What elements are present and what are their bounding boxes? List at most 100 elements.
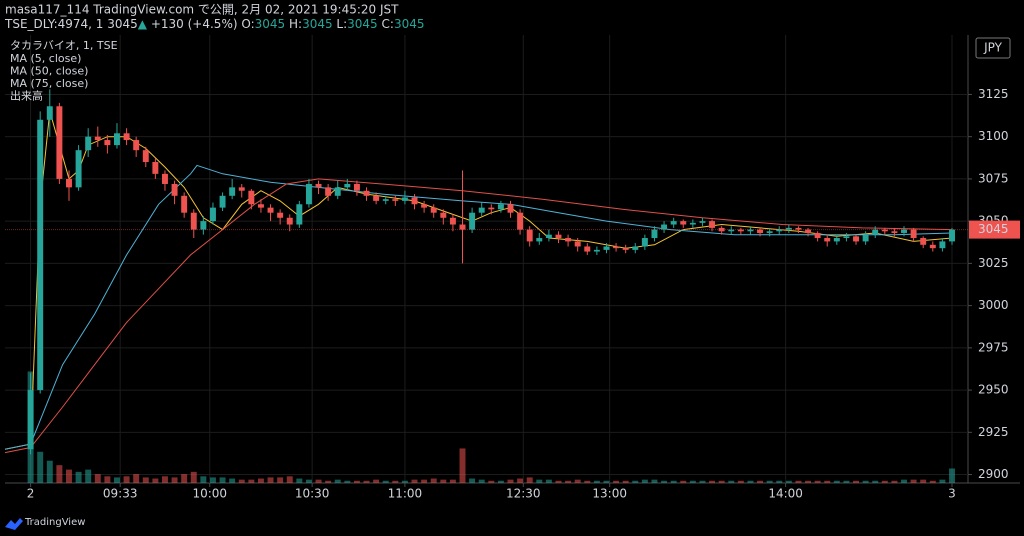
volume-bar <box>881 480 888 483</box>
volume-bar <box>718 480 725 483</box>
legend-entry: 出来高 <box>10 89 43 103</box>
volume-bar <box>200 476 207 483</box>
volume-bar <box>699 480 706 483</box>
candle-body <box>776 229 783 232</box>
candle-body <box>123 133 130 141</box>
candle-body <box>632 246 639 250</box>
currency-box[interactable] <box>975 37 1011 59</box>
volume-bar <box>219 477 226 483</box>
legend-entry: MA (50, close) <box>10 65 88 78</box>
candle-body <box>459 224 466 230</box>
volume-bar <box>421 479 428 483</box>
candle-body <box>728 229 735 232</box>
candle-body <box>872 229 879 235</box>
volume-bar <box>459 448 466 483</box>
volume-bar <box>209 477 216 483</box>
header-line1: masa117_114 TradingView.com で公開, 2月 02, … <box>5 3 399 17</box>
volume-bar <box>497 480 504 483</box>
volume-bar <box>114 477 120 483</box>
volume-bar <box>517 478 524 483</box>
candle-body <box>94 136 101 141</box>
candle-body <box>881 229 888 232</box>
volume-bar <box>910 479 917 483</box>
candle-body <box>334 187 341 196</box>
volume-bar <box>555 480 562 483</box>
header-segment: C: <box>378 17 394 31</box>
candle-body <box>363 190 370 196</box>
volume-bar <box>75 471 82 483</box>
volume-bar <box>190 471 197 483</box>
candle-body <box>181 195 188 213</box>
volume-bar <box>440 479 447 483</box>
legend-title: タカラバイオ, 1, TSE <box>10 39 118 52</box>
candle-body <box>267 207 274 213</box>
candle-body <box>209 207 216 222</box>
ma-line <box>4 111 953 450</box>
candle-body <box>373 195 380 201</box>
volume-bar <box>728 480 735 483</box>
volume-bar <box>229 478 236 483</box>
y-tick-label: 2975 <box>978 340 1009 354</box>
candle-body <box>133 140 140 151</box>
volume-bar <box>133 474 140 483</box>
candle-body <box>344 183 351 188</box>
candle-body <box>699 221 706 223</box>
y-tick-label: 2900 <box>978 467 1009 481</box>
volume-bar <box>286 476 293 483</box>
candle-body <box>27 390 34 450</box>
volume-bar <box>401 480 408 483</box>
x-tick-label: 10:00 <box>192 487 227 501</box>
candle-body <box>430 207 437 213</box>
volume-bar <box>305 479 312 483</box>
candle-body <box>353 183 360 191</box>
volume-bar <box>737 480 744 483</box>
candle-body <box>37 119 44 391</box>
volume-bar <box>507 479 514 483</box>
volume-bar <box>814 480 821 483</box>
candle-body <box>411 197 418 205</box>
candle-body <box>277 212 284 218</box>
candle-body <box>257 204 264 208</box>
volume-bar <box>545 479 552 483</box>
volume-bar <box>353 480 360 483</box>
candle-body <box>737 229 744 232</box>
candle-body <box>622 248 629 250</box>
volume-bar <box>363 480 370 483</box>
last-price-box <box>969 220 1020 239</box>
volume-bar <box>785 480 792 483</box>
candle-body <box>229 187 236 196</box>
candle-body <box>920 238 927 245</box>
candle-body <box>478 207 485 213</box>
volume-bar <box>56 465 63 483</box>
candle-body <box>190 212 197 230</box>
candle-body <box>440 212 447 218</box>
volume-bar <box>862 480 869 483</box>
candle-body <box>517 212 524 230</box>
candle-body <box>507 204 514 213</box>
candle-body <box>680 221 687 225</box>
volume-bar <box>680 480 687 483</box>
header-segment: TSE_DLY:4974, 1 3045 <box>4 17 138 31</box>
volume-bar <box>94 474 101 483</box>
candle-body <box>325 187 332 196</box>
volume-bar <box>670 480 677 483</box>
volume-bar <box>85 469 92 483</box>
volume-bar <box>478 479 485 483</box>
candle-body <box>66 178 72 188</box>
volume-bar <box>853 480 859 483</box>
header-segment: ▲ <box>138 17 148 31</box>
candle-body <box>56 106 63 179</box>
candle-body <box>305 183 312 205</box>
volume-bar <box>37 451 44 483</box>
candle-body <box>747 229 754 232</box>
candle-body <box>910 229 917 239</box>
volume-bar <box>920 479 927 483</box>
volume-bar <box>651 479 658 483</box>
volume-bar <box>766 480 773 483</box>
plot <box>4 35 968 483</box>
volume-bar <box>795 480 802 483</box>
footer-logo <box>5 518 23 530</box>
volume-bar <box>747 480 754 483</box>
volume-bar <box>843 480 850 483</box>
